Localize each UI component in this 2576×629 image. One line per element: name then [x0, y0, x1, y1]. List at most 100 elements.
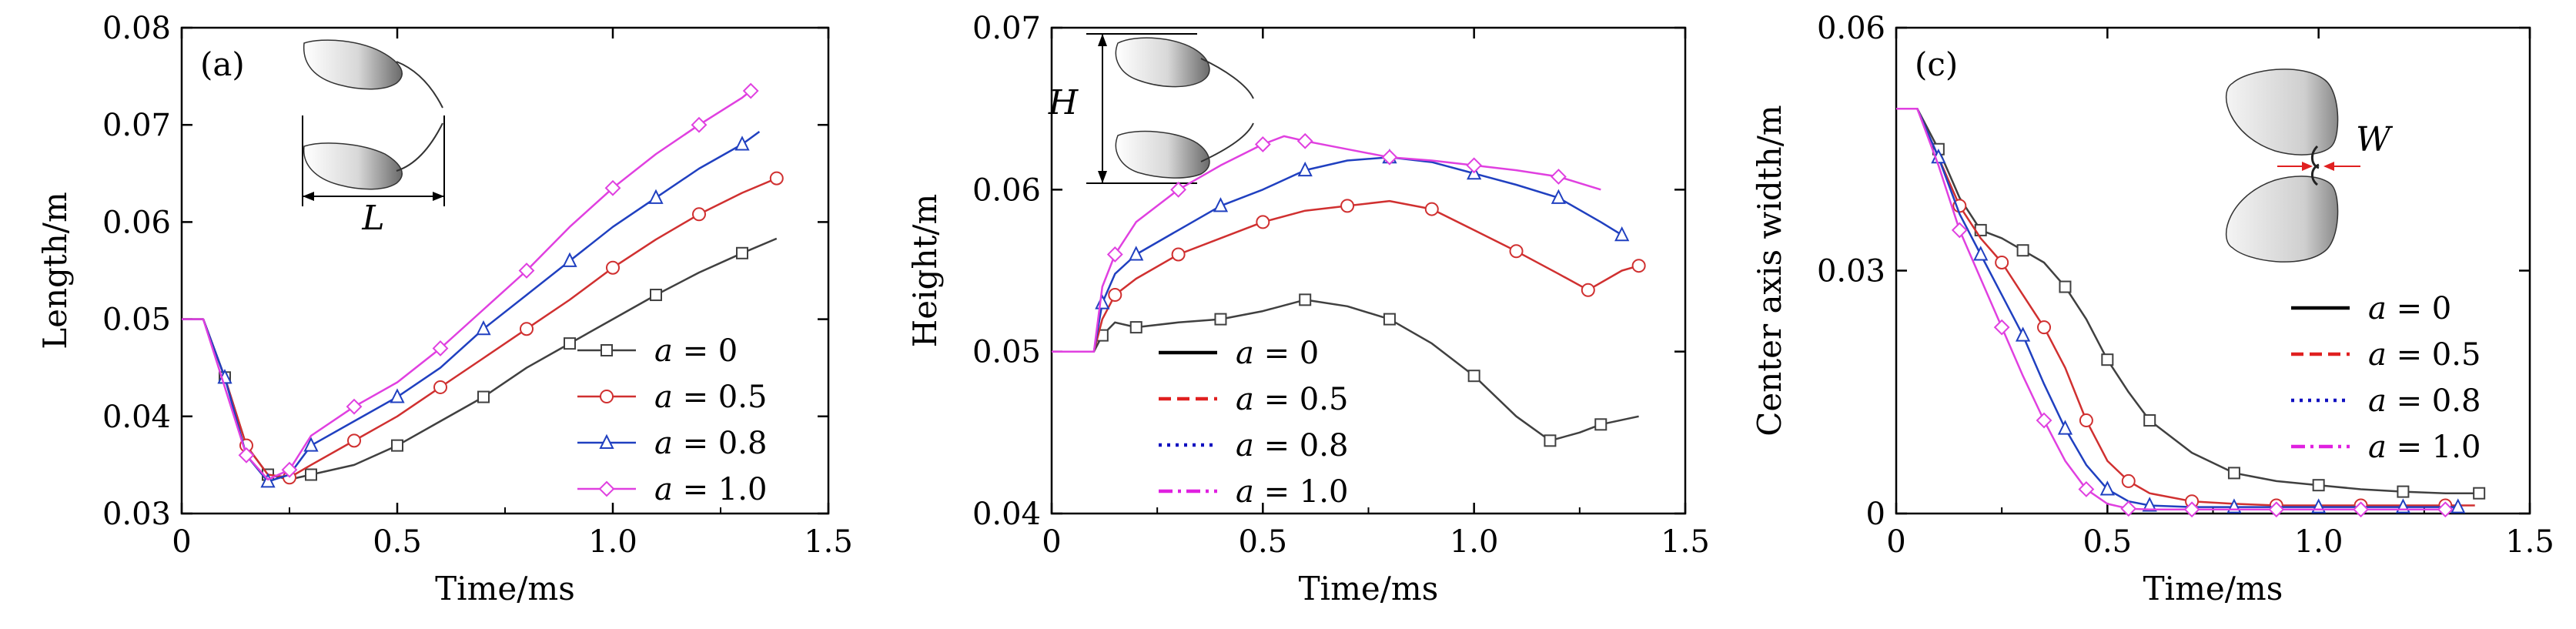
inset-illustration: L — [302, 39, 445, 238]
data-point — [520, 322, 534, 336]
legend-label: a = 0.5 — [1236, 382, 1348, 417]
data-point — [1254, 136, 1271, 152]
data-point — [650, 289, 662, 302]
x-tick-label: 0.5 — [1239, 524, 1288, 560]
data-point — [433, 380, 447, 394]
data-point — [281, 461, 298, 478]
series-line — [1052, 135, 1601, 353]
data-point — [2079, 413, 2093, 428]
data-point — [2353, 501, 2369, 518]
data-point — [1993, 319, 2010, 336]
data-point — [1108, 288, 1122, 303]
data-point — [2142, 497, 2157, 512]
legend-marker — [598, 480, 615, 497]
data-point — [648, 189, 664, 204]
data-point — [2015, 326, 2031, 342]
x-tick-label: 1.5 — [2505, 524, 2554, 560]
data-point — [2037, 320, 2052, 335]
data-point — [2397, 485, 2410, 498]
legend-item: a = 0 — [2291, 291, 2451, 326]
data-point — [691, 116, 708, 133]
data-point — [736, 246, 748, 259]
series-line — [182, 90, 751, 481]
data-point — [347, 433, 361, 448]
data-point — [2036, 412, 2052, 429]
data-point — [1631, 259, 1646, 273]
data-point — [1466, 157, 1483, 174]
y-tick-label: 0.06 — [1817, 11, 1885, 46]
data-point — [391, 439, 403, 452]
data-point — [2059, 280, 2072, 293]
data-point — [2268, 501, 2285, 518]
data-point — [1256, 215, 1270, 229]
data-point — [476, 320, 491, 336]
data-point — [1170, 181, 1187, 198]
x-tick-label: 0 — [1042, 524, 1061, 560]
data-point — [1509, 244, 1524, 259]
legend: a = 0 a = 0.5 a = 0.8 a = 1.0 — [577, 333, 767, 507]
legend-item: a = 0.5 — [1159, 382, 1348, 417]
y-tick-label: 0.08 — [102, 11, 171, 46]
chart-panel-2: 0 0.5 1.0 1.5 0.04 0.05 0.06 0.07 Time/ms Height/… — [906, 11, 1710, 607]
legend-label: a = 0.5 — [654, 380, 767, 415]
legend-label: a = 0.8 — [1236, 428, 1348, 463]
data-point — [1171, 247, 1186, 262]
data-point — [2183, 501, 2200, 518]
legend-item: a = 0.5 — [2291, 337, 2481, 373]
series-4 — [1896, 107, 2454, 518]
data-point — [1213, 197, 1229, 212]
y-tick-label: 0.07 — [102, 108, 171, 143]
y-tick-label: 0.06 — [972, 172, 1041, 208]
data-point — [2451, 498, 2466, 514]
x-tick-label: 0 — [172, 524, 191, 560]
legend: a = 0 a = 0.5 a = 0.8 a = 1.0 — [1159, 336, 1348, 510]
series-2 — [1052, 199, 1646, 353]
x-tick-label: 1.0 — [1450, 524, 1499, 560]
data-point — [477, 390, 490, 403]
chart-panel-3: 0 0.5 1.0 1.5 0 0.03 0.06 Time/ms Center axis wi… — [1751, 11, 2554, 607]
data-point — [303, 437, 319, 452]
data-point — [2473, 487, 2486, 500]
data-point — [2101, 353, 2114, 366]
inset-illustration: W — [2226, 69, 2394, 263]
data-point — [606, 260, 620, 275]
legend-item: a = 0.8 — [577, 426, 767, 461]
data-point — [1551, 189, 1567, 204]
series-1 — [1896, 107, 2486, 500]
y-tick-label: 0.05 — [972, 335, 1041, 370]
data-point — [518, 263, 535, 279]
data-point — [2227, 467, 2240, 480]
x-axis-label: Time/ms — [2143, 570, 2283, 607]
data-point — [305, 468, 317, 481]
data-point — [1467, 370, 1480, 383]
data-point — [562, 252, 577, 267]
data-point — [1381, 149, 1398, 166]
series-1 — [1052, 293, 1639, 447]
plot-frame — [1050, 26, 1687, 515]
y-tick-label: 0.04 — [102, 400, 171, 435]
legend-item: a = 0 — [1159, 336, 1319, 371]
legend-item: a = 0.8 — [2291, 383, 2481, 419]
y-axis-label: Center axis width/m — [1751, 105, 1788, 436]
legend-label: a = 1.0 — [1236, 474, 1348, 510]
data-point — [346, 398, 363, 415]
data-point — [260, 473, 276, 488]
x-axis-label: Time/ms — [1299, 570, 1439, 607]
data-point — [734, 136, 750, 151]
legend-label: a = 0 — [2368, 291, 2451, 326]
y-tick-label: 0.03 — [102, 497, 171, 532]
x-axis-label: Time/ms — [435, 570, 575, 607]
panel-label: (a) — [200, 45, 245, 83]
y-tick-label: 0.04 — [972, 497, 1041, 532]
data-point — [1544, 434, 1557, 447]
series-line — [182, 177, 778, 479]
y-tick-label: 0.05 — [102, 303, 171, 338]
legend-item: a = 0 — [577, 333, 738, 369]
panel-label: (c) — [1915, 45, 1958, 83]
data-point — [1297, 161, 1313, 177]
data-point — [692, 207, 706, 222]
x-tick-label: 1.5 — [804, 524, 853, 560]
legend-label: a = 0 — [654, 333, 738, 369]
data-point — [1951, 222, 1968, 239]
